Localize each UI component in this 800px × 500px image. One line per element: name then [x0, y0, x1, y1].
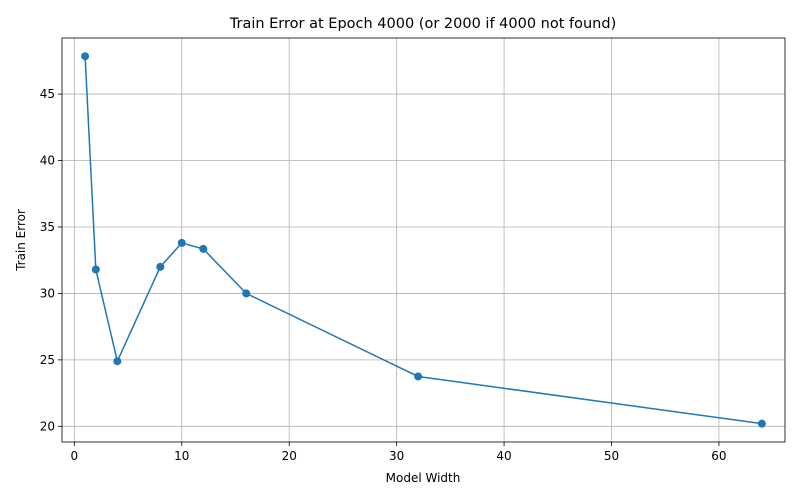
data-point — [757, 419, 766, 428]
grid-lines — [62, 38, 785, 442]
x-tick-label: 40 — [496, 449, 511, 463]
data-point — [113, 357, 122, 366]
plot-area-frame — [61, 37, 786, 443]
data-series — [81, 52, 766, 428]
y-tick-label: 35 — [40, 220, 55, 234]
x-tick-label: 10 — [174, 449, 189, 463]
data-point — [414, 372, 423, 381]
y-tick-label: 40 — [40, 154, 55, 168]
data-point — [177, 238, 186, 247]
data-point — [199, 244, 208, 253]
x-axis-label: Model Width — [386, 471, 461, 485]
series-line — [84, 56, 763, 425]
data-point — [91, 265, 100, 274]
y-tick-label: 25 — [40, 353, 55, 367]
axis-ticks: 0 10 20 30 40 50 60 20 25 30 35 40 45 — [40, 87, 727, 463]
data-point — [242, 289, 251, 298]
data-point — [81, 52, 90, 61]
x-tick-label: 0 — [71, 449, 79, 463]
x-tick-label: 30 — [389, 449, 404, 463]
y-axis-label: Train Error — [14, 209, 28, 272]
y-tick-label: 45 — [40, 87, 55, 101]
y-tick-label: 30 — [40, 286, 55, 300]
x-tick-label: 50 — [604, 449, 619, 463]
data-point — [156, 262, 165, 271]
x-tick-label: 60 — [711, 449, 726, 463]
x-tick-label: 20 — [282, 449, 297, 463]
chart-title: Train Error at Epoch 4000 (or 2000 if 40… — [229, 16, 617, 32]
y-tick-label: 20 — [40, 419, 55, 433]
